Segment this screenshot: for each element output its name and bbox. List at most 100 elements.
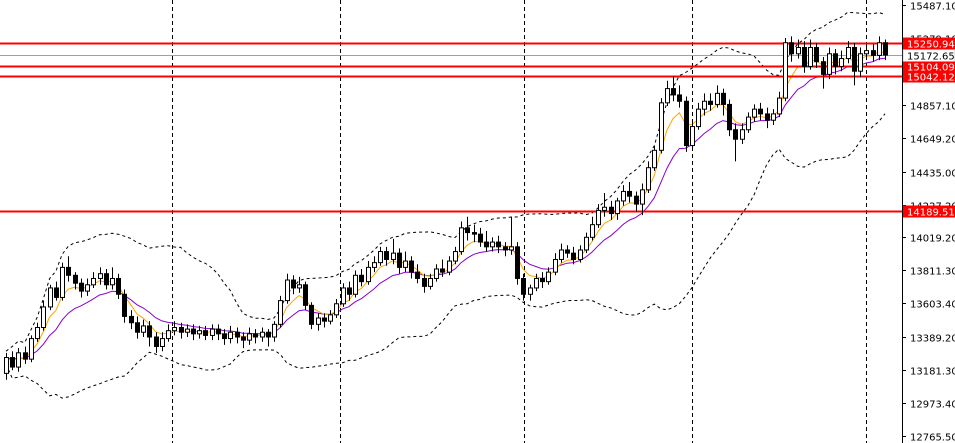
candle-bear bbox=[122, 293, 127, 317]
candle-bear bbox=[484, 241, 489, 248]
candle-bull bbox=[278, 300, 283, 325]
ma-slow bbox=[5, 57, 886, 360]
candle-bull bbox=[702, 100, 707, 110]
bollinger-upper bbox=[5, 11, 886, 352]
candle-bull bbox=[858, 53, 863, 72]
tick-label: 14857.10 bbox=[910, 102, 955, 113]
candle-bull bbox=[746, 116, 751, 131]
candle-bull bbox=[808, 46, 813, 67]
candle-bear bbox=[415, 271, 420, 279]
candle-bull bbox=[341, 287, 346, 305]
support-resistance-lines bbox=[0, 42, 902, 213]
candle-bull bbox=[185, 328, 190, 333]
candle-bear bbox=[66, 266, 71, 276]
candle-bull bbox=[553, 258, 558, 273]
candle-bull bbox=[48, 287, 53, 308]
candle-bull bbox=[621, 190, 626, 202]
candle-bear bbox=[303, 284, 308, 306]
candle-bear bbox=[521, 277, 526, 295]
level-label: 15104.09 bbox=[907, 63, 955, 74]
candle-bull bbox=[247, 333, 252, 341]
tick-label: 12973.40 bbox=[910, 400, 955, 411]
candle-bull bbox=[91, 277, 96, 286]
ma-fast bbox=[5, 50, 886, 362]
level-label-bg bbox=[903, 70, 955, 83]
bollinger-lower bbox=[5, 113, 886, 399]
level-label-bg bbox=[903, 60, 955, 73]
candle-bull bbox=[353, 274, 358, 295]
candle-bull bbox=[16, 352, 21, 368]
candle-bull bbox=[615, 200, 620, 215]
candle-bear bbox=[789, 42, 794, 55]
candle-bull bbox=[546, 271, 551, 283]
candle-bear bbox=[440, 268, 445, 273]
candle-bear bbox=[216, 328, 221, 335]
candle-bear bbox=[191, 328, 196, 335]
tick-label: 13389.20 bbox=[910, 334, 955, 345]
candle-bear bbox=[422, 277, 427, 287]
candle-bear bbox=[814, 46, 819, 63]
candle-bear bbox=[472, 232, 477, 235]
candle-bear bbox=[571, 252, 576, 260]
candle-bear bbox=[347, 287, 352, 295]
candle-bull bbox=[578, 249, 583, 260]
tick-label: 14435.00 bbox=[910, 169, 955, 180]
candle-bull bbox=[428, 277, 433, 287]
candle-bear bbox=[883, 42, 888, 56]
candle-bull bbox=[752, 108, 757, 118]
candle-bear bbox=[833, 53, 838, 67]
candle-bull bbox=[98, 273, 103, 279]
candle-bull bbox=[403, 260, 408, 268]
candle-bull bbox=[316, 317, 321, 325]
candle-bear bbox=[359, 274, 364, 283]
candle-bear bbox=[129, 315, 134, 324]
candle-bear bbox=[708, 100, 713, 105]
candle-bear bbox=[309, 304, 314, 325]
candle-bull bbox=[141, 325, 146, 333]
candle-bear bbox=[222, 333, 227, 340]
tick-label: 13603.40 bbox=[910, 300, 955, 311]
level-label: 14189.51 bbox=[907, 208, 955, 219]
candle-bull bbox=[453, 251, 458, 262]
candle-bear bbox=[266, 331, 271, 338]
candle-bull bbox=[846, 46, 851, 60]
candle-bear bbox=[671, 88, 676, 96]
candle-bull bbox=[509, 246, 514, 251]
candle-bear bbox=[104, 273, 109, 286]
current-price-bg bbox=[902, 49, 955, 62]
level-label-bg bbox=[903, 205, 955, 218]
candle-bear bbox=[322, 317, 327, 322]
tick-label: 14649.20 bbox=[910, 135, 955, 146]
candle-bear bbox=[154, 336, 159, 347]
bollinger-bands bbox=[5, 11, 886, 399]
candle-bull bbox=[366, 266, 371, 283]
candle-bull bbox=[646, 167, 651, 191]
candle-bull bbox=[740, 129, 745, 140]
candle-bull bbox=[839, 58, 844, 67]
candle-bear bbox=[758, 108, 763, 115]
candle-bull bbox=[210, 328, 215, 336]
candle-bull bbox=[596, 209, 601, 226]
candle-bear bbox=[733, 129, 738, 140]
candle-bear bbox=[677, 94, 682, 102]
candle-bull bbox=[534, 277, 539, 289]
candle-bull bbox=[328, 314, 333, 322]
candle-bull bbox=[41, 306, 46, 329]
candle-bull bbox=[434, 268, 439, 279]
candle-bull bbox=[4, 357, 9, 374]
candle-bull bbox=[60, 266, 65, 298]
candle-bull bbox=[528, 287, 533, 295]
vertical-grid bbox=[172, 0, 867, 443]
candle-bear bbox=[478, 233, 483, 243]
candle-bear bbox=[397, 252, 402, 268]
candle-bull bbox=[490, 241, 495, 248]
candle-bear bbox=[515, 246, 520, 279]
candle-bull bbox=[110, 277, 115, 286]
candle-bull bbox=[827, 53, 832, 75]
candle-bear bbox=[10, 357, 15, 368]
candle-bull bbox=[690, 126, 695, 147]
candle-bull bbox=[35, 327, 40, 340]
candle-bull bbox=[877, 42, 882, 56]
